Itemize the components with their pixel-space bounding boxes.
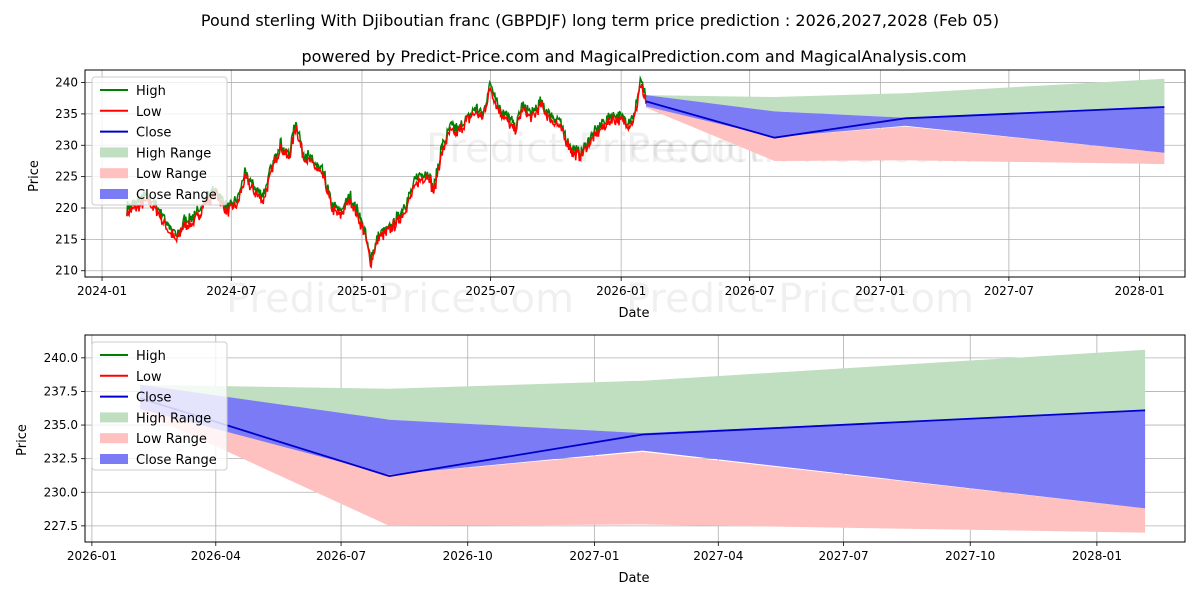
top-high-range-area (646, 78, 1165, 118)
bot-xtick-label-0: 2026-01 (67, 549, 117, 563)
top-ytick-label-0: 210 (55, 264, 78, 278)
bot-ytick-label-4: 237.5 (44, 384, 78, 398)
bot-legend-label-2: Close (136, 391, 171, 406)
middle-watermark-2: Predict-Price.com (626, 276, 974, 322)
bot-legend-label-1: Low (136, 370, 162, 385)
top-xtick-label-4: 2026-01 (596, 284, 646, 298)
top-legend-label-4: Low Range (136, 167, 207, 182)
bottom-legend: High Low Close High Range Low Range Close Ran… (91, 341, 228, 471)
bot-xtick-label-8: 2028-01 (1072, 549, 1122, 563)
bottom-xlabel: Date (618, 571, 649, 586)
top-xtick-label-5: 2026-07 (725, 284, 775, 298)
bot-xtick-label-2: 2026-07 (316, 549, 366, 563)
bot-legend-label-5: Close Range (136, 453, 217, 468)
top-forecast-ranges (646, 78, 1165, 165)
top-xtick-label-8: 2028-01 (1114, 284, 1164, 298)
middle-watermark: Predict-Price.com (226, 276, 574, 322)
top-legend-swatch-3 (100, 147, 128, 158)
top-legend-label-0: High (136, 84, 166, 99)
bot-ytick-label-2: 232.5 (44, 452, 78, 466)
top-close-forecast-line (645, 100, 1165, 139)
top-panel: Predict-Price.com Predict-Price.com 2024… (27, 69, 1186, 321)
bottom-panel: Predict-Price.com Predict-Price.com 2026… (15, 334, 1186, 586)
bottom-ticks: 2026-01 2026-04 2026-07 2026-10 2027-01 2027-… (44, 351, 1122, 563)
bottom-ylabel: Price (15, 424, 30, 456)
bot-legend-label-0: High (136, 349, 166, 364)
top-legend-label-5: Close Range (136, 188, 217, 203)
top-xtick-label-3: 2025-07 (465, 284, 515, 298)
bot-close-forecast-line (139, 397, 1146, 478)
top-ytick-label-3: 225 (55, 170, 78, 184)
bot-xtick-label-4: 2027-01 (569, 549, 619, 563)
bot-legend-swatch-5 (100, 454, 128, 464)
bottom-forecast-ranges (140, 349, 1146, 533)
chart-title: Pound sterling With Djiboutian franc (GB… (201, 11, 999, 30)
bot-legend-swatch-4 (100, 433, 128, 444)
bot-xtick-label-7: 2027-10 (945, 549, 995, 563)
top-ytick-label-6: 240 (55, 76, 78, 90)
top-legend-label-2: Close (136, 126, 171, 141)
top-plot-frame (84, 69, 1186, 278)
bot-xtick-label-1: 2026-04 (191, 549, 241, 563)
top-xlabel: Date (618, 306, 649, 321)
bot-ytick-label-3: 235.0 (44, 418, 78, 432)
top-ytick-label-2: 220 (55, 201, 78, 215)
bot-high-range-area (140, 349, 1146, 434)
top-ytick-label-4: 230 (55, 138, 78, 152)
top-xtick-label-0: 2024-01 (77, 284, 127, 298)
top-xtick-label-6: 2027-01 (855, 284, 905, 298)
top-ylabel: Price (27, 160, 42, 192)
top-ytick-label-5: 235 (55, 107, 78, 121)
bot-xtick-label-6: 2027-07 (819, 549, 869, 563)
top-xtick-label-1: 2024-07 (206, 284, 256, 298)
bot-ytick-label-5: 240.0 (44, 351, 78, 365)
bot-legend-label-4: Low Range (136, 432, 207, 447)
bot-legend-swatch-3 (100, 412, 128, 423)
bot-ytick-label-1: 230.0 (44, 485, 78, 499)
bot-xtick-label-5: 2027-04 (693, 549, 743, 563)
bottom-plot-frame (84, 334, 1186, 543)
top-legend-label-1: Low (136, 105, 162, 120)
top-legend-swatch-4 (100, 168, 128, 179)
top-xtick-label-7: 2027-07 (984, 284, 1034, 298)
bot-legend-label-3: High Range (136, 411, 211, 426)
top-legend: High Low Close High Range Low Range Close Ran… (91, 76, 228, 206)
bottom-lines (139, 397, 1146, 478)
bot-xtick-label-3: 2026-10 (443, 549, 493, 563)
top-xtick-label-2: 2025-01 (337, 284, 387, 298)
top-legend-label-3: High Range (136, 146, 211, 161)
top-ticks: 2024-01 2024-07 2025-01 2025-07 2026-01 2026-… (55, 76, 1165, 298)
chart-subtitle: powered by Predict-Price.com and Magical… (301, 47, 966, 66)
top-legend-swatch-5 (100, 189, 128, 199)
bot-low-range-area (140, 400, 1146, 533)
bot-ytick-label-0: 227.5 (44, 519, 78, 533)
bot-close-range-area (140, 384, 1146, 509)
top-close-range-area (646, 95, 1165, 153)
top-ytick-label-1: 215 (55, 232, 78, 246)
top-low-range-area (646, 102, 1165, 165)
